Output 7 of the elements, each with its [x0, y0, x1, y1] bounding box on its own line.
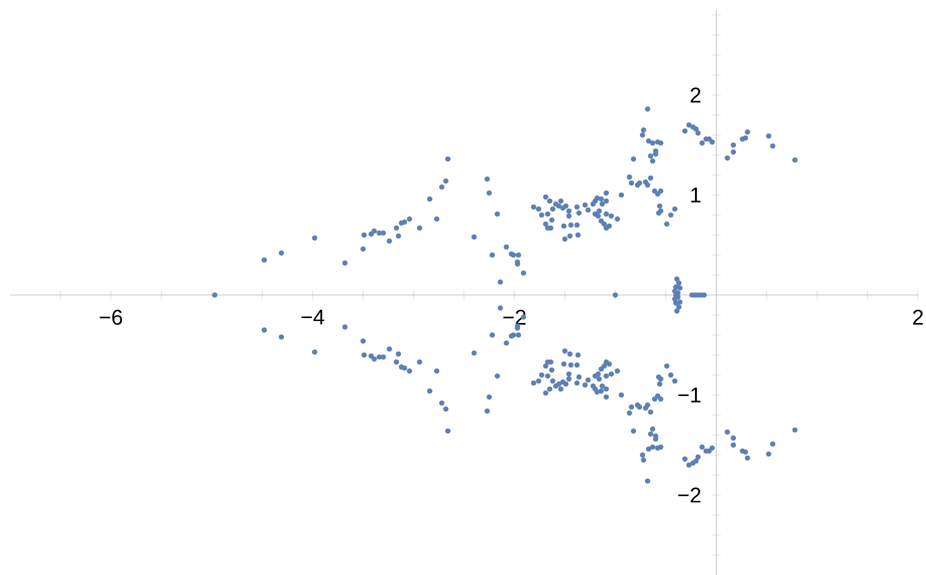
- y-tick-label: −1: [678, 388, 700, 402]
- y-tick-label: 2: [690, 88, 700, 102]
- x-tick-label: −6: [100, 310, 122, 325]
- x-tick-label: 2: [913, 310, 923, 325]
- y-tick-label: −2: [678, 488, 700, 502]
- x-tick-label: −4: [302, 310, 324, 324]
- y-tick-label: 1: [691, 188, 700, 202]
